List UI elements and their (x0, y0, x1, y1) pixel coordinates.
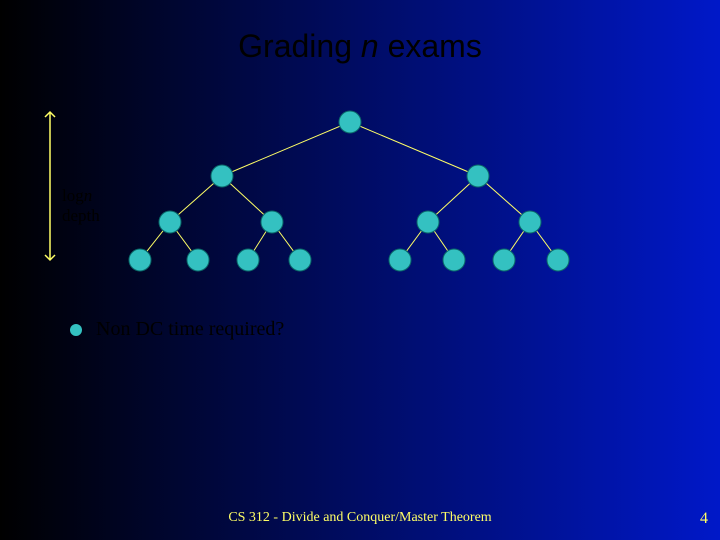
bullet-dot-icon (70, 324, 82, 336)
depth-log: log (62, 186, 84, 205)
tree-node (519, 211, 541, 233)
depth-n: n (84, 186, 93, 205)
depth-label: logn depth (62, 186, 100, 227)
tree-node (339, 111, 361, 133)
tree-node (493, 249, 515, 271)
footer-text: CS 312 - Divide and Conquer/Master Theor… (0, 510, 720, 526)
tree-node (443, 249, 465, 271)
page-number: 4 (700, 510, 708, 528)
tree-node (389, 249, 411, 271)
depth-line1: logn (62, 186, 100, 206)
tree-node (211, 165, 233, 187)
bullet-text: Non DC time required? (96, 318, 284, 341)
depth-line2: depth (62, 206, 100, 226)
slide: Grading n exams logn depth Non DC time r… (0, 0, 720, 540)
tree-node (159, 211, 181, 233)
tree-node (289, 249, 311, 271)
tree-node (417, 211, 439, 233)
tree-node (467, 165, 489, 187)
tree-node (129, 249, 151, 271)
tree-edge (350, 122, 478, 176)
tree-node (547, 249, 569, 271)
bullet-item: Non DC time required? (70, 318, 284, 341)
tree-node (187, 249, 209, 271)
tree-edge (222, 122, 350, 176)
tree-node (237, 249, 259, 271)
tree-node (261, 211, 283, 233)
tree-diagram (0, 0, 720, 540)
